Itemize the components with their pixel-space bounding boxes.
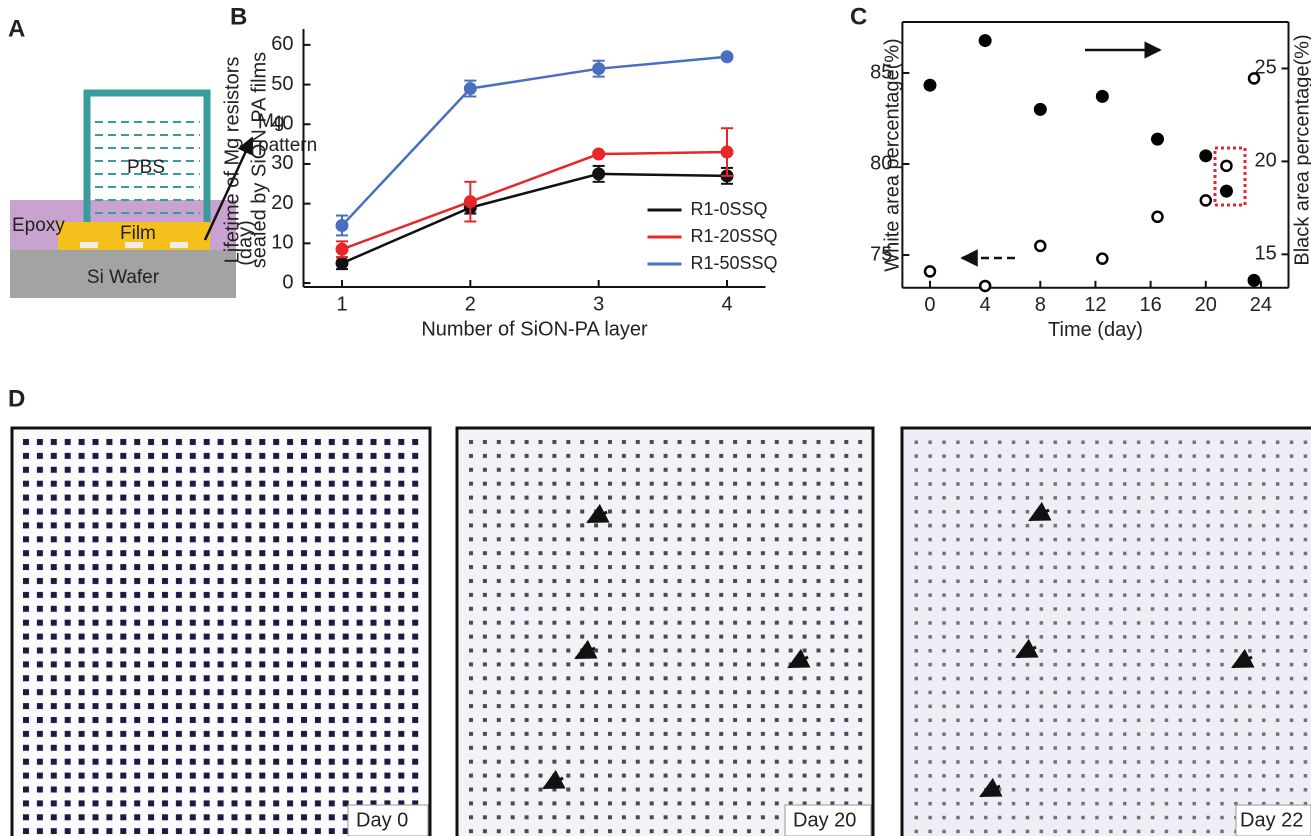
image-label: Day 22 [1240, 809, 1303, 831]
data-point [1033, 102, 1047, 116]
y-tick-label: 80 [870, 152, 892, 174]
x-tick-label: 12 [1084, 294, 1106, 316]
x-tick-label: 1 [336, 293, 347, 315]
panel-label: B [230, 3, 247, 30]
data-point [1096, 252, 1109, 265]
image-label: Day 20 [793, 809, 856, 831]
data-point [592, 62, 606, 76]
y-tick-label: 75 [870, 243, 892, 265]
highlight-box [1213, 146, 1247, 207]
data-point [463, 195, 477, 209]
x-tick-label: 0 [924, 294, 935, 316]
dot-array [16, 432, 426, 834]
x-axis-label: Time (day) [1048, 319, 1143, 341]
y2-tick-label: 20 [1255, 150, 1277, 172]
x-tick-label: 16 [1139, 294, 1161, 316]
mg-trace [170, 242, 188, 248]
dot-array [461, 432, 869, 834]
data-point [1199, 194, 1213, 207]
data-point [335, 256, 349, 270]
legend-label: R1-50SSQ [691, 253, 778, 273]
y-axis-label: White area percentage(%) [881, 38, 903, 271]
y-tick-label: 20 [271, 192, 293, 214]
series-line [341, 172, 728, 265]
device-diagram: PBS Mg pattern Epoxy Film Si Wafer [10, 89, 317, 298]
data-point [978, 279, 992, 293]
data-point [335, 218, 349, 232]
x-tick-label: 20 [1195, 294, 1217, 316]
liquid-lines [95, 121, 200, 214]
y-axis-label: (day) [234, 220, 256, 266]
data-point [1095, 89, 1109, 103]
data-point [923, 78, 937, 92]
diagram-label: Mg [258, 111, 284, 132]
diagram-label: Film [120, 223, 156, 244]
data-point [1220, 159, 1233, 173]
image-label: Day 0 [356, 809, 408, 831]
y2-tick-label: 15 [1255, 243, 1277, 265]
y-tick-label: 85 [870, 61, 892, 83]
y-axis-label: Lifetime of Mg resistors [221, 57, 243, 264]
diagram-label: Epoxy [12, 215, 65, 236]
panel-label: D [8, 385, 25, 412]
image-label-box [784, 804, 872, 836]
data-point [463, 82, 477, 96]
image-label-box [347, 804, 429, 836]
diagram-label: pattern [258, 135, 317, 156]
data-point [1151, 132, 1165, 146]
y-tick-label: 60 [271, 33, 293, 55]
legend-label: R1-0SSQ [691, 199, 768, 219]
panel-label: C [850, 3, 867, 30]
y2-axis-label: Black area percentage(%) [1291, 34, 1311, 265]
series-line [341, 55, 728, 227]
data-point [978, 34, 992, 48]
data-point [720, 145, 734, 159]
x-tick-label: 2 [465, 293, 476, 315]
x-tick-label: 3 [593, 293, 604, 315]
x-axis-label: Number of SiON-PA layer [421, 318, 648, 340]
y-tick-label: 40 [271, 113, 293, 135]
image-label-box [1235, 804, 1311, 836]
y-axis-label: sealed by SiON-PA films [248, 52, 270, 268]
x-tick-label: 4 [980, 294, 991, 316]
y-tick-label: 50 [271, 73, 293, 95]
data-point [1247, 273, 1261, 287]
well-wall [83, 89, 211, 222]
defect-arrows [542, 501, 1255, 798]
data-point [335, 242, 349, 256]
x-tick-label: 24 [1250, 294, 1272, 316]
data-point [720, 50, 734, 64]
data-point [592, 147, 606, 161]
mg-trace [125, 242, 143, 248]
dot-array [906, 432, 1311, 834]
x-tick-label: 4 [721, 293, 732, 315]
mg-trace [80, 242, 98, 248]
diagram-label: PBS [127, 157, 165, 178]
y-tick-label: 0 [282, 271, 293, 293]
data-point [923, 265, 937, 278]
data-point [1247, 72, 1261, 85]
y2-tick-label: 25 [1255, 57, 1277, 79]
data-point [1151, 210, 1164, 224]
substrate [10, 250, 236, 298]
diagram-label: Si Wafer [87, 267, 160, 288]
panel-label: A [8, 15, 25, 42]
legend-label: R1-20SSQ [691, 226, 778, 246]
y-tick-label: 30 [271, 152, 293, 174]
micrographs: Day 0 Day 20 Day 22 [10, 426, 1311, 836]
series-line [341, 150, 728, 251]
data-point [592, 167, 606, 181]
y-tick-label: 10 [271, 232, 293, 254]
data-point [1034, 239, 1047, 253]
data-point [1219, 184, 1233, 198]
data-point [1199, 149, 1213, 163]
pointer-arrow [203, 136, 254, 241]
x-tick-label: 8 [1035, 294, 1046, 316]
